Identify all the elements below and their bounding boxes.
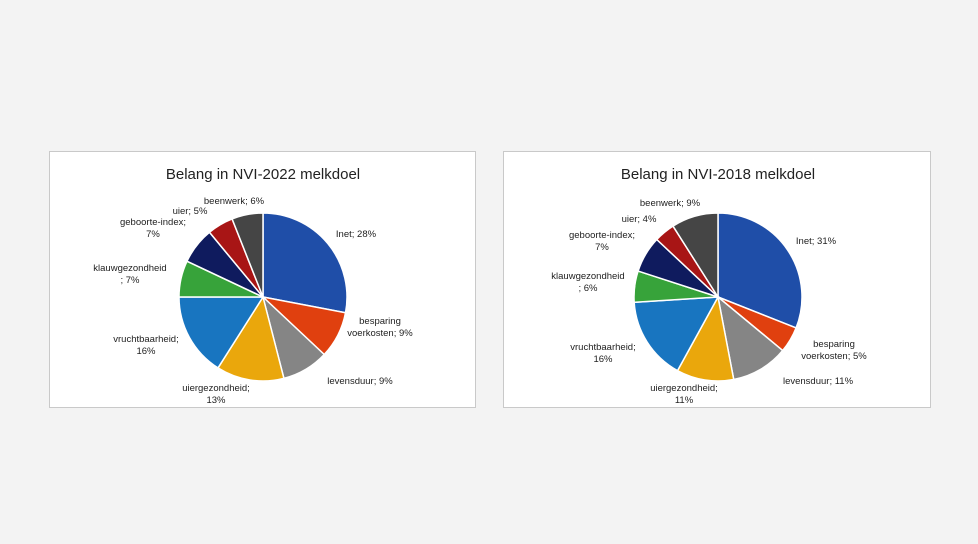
pie-label-klauwgezondheid: klauwgezondheid; 7%: [93, 263, 166, 286]
chart-title: Belang in NVI-2022 melkdoel: [166, 166, 360, 183]
pie-slice-vruchtbaarheid: [178, 296, 265, 369]
pie-slices: [178, 212, 348, 382]
pie-slice-uiergezondheid: [216, 295, 285, 382]
pie-chart-nvi-2022: Belang in NVI-2022 melkdoel Inet; 28% bes…: [93, 166, 413, 406]
pie-slice-inet: [717, 212, 803, 329]
pie-label-beenwerk: beenwerk; 6%: [204, 196, 265, 207]
pie-slice-inet: [262, 212, 348, 314]
pie-label-inet: Inet; 28%: [336, 229, 377, 240]
pie-label-vruchtbaarheid: vruchtbaarheid; 16%: [113, 334, 178, 357]
pie-label-besparing-voerkosten: besparing voerkosten; 9%: [347, 316, 413, 339]
pie-slices: [633, 212, 803, 382]
chart-panel-nvi-2018: Belang in NVI-2018 melkdoel Inet; 31% bes…: [503, 151, 931, 408]
pie-label-levensduur: levensduur; 11%: [783, 376, 854, 387]
pie-label-geboorte-index: geboorte-index; 7%: [569, 230, 635, 253]
pie-label-beenwerk: beenwerk; 9%: [640, 198, 701, 209]
pie-label-uier: uier; 4%: [622, 214, 657, 225]
pie-slice-beenwerk: [671, 212, 719, 300]
pie-label-geboorte-index: geboorte-index; 7%: [120, 217, 186, 240]
pie-label-inet: Inet; 31%: [796, 236, 837, 247]
pie-labels: Inet; 28% besparing voerkosten; 9% levensdu…: [93, 196, 413, 406]
pie-slice-beenwerk: [231, 212, 264, 298]
pie-label-uier: uier; 5%: [173, 206, 208, 217]
pie-label-besparing-voerkosten: besparing voerkosten; 5%: [801, 339, 867, 362]
pie-label-uiergezondheid: uiergezondheid; 13%: [182, 383, 250, 406]
pie-slice-vruchtbaarheid: [633, 296, 720, 372]
pie-label-klauwgezondheid: klauwgezondheid; 6%: [551, 271, 624, 294]
pie-label-uiergezondheid: uiergezondheid; 11%: [650, 383, 718, 406]
pie-label-levensduur: levensduur; 9%: [327, 376, 393, 387]
pie-chart-nvi-2018: Belang in NVI-2018 melkdoel Inet; 31% bes…: [551, 166, 867, 406]
chart-title: Belang in NVI-2018 melkdoel: [621, 166, 815, 183]
chart-panel-nvi-2022: Belang in NVI-2022 melkdoel Inet; 28% bes…: [49, 151, 476, 408]
pie-labels: Inet; 31% besparing voerkosten; 5% levensdu…: [551, 198, 867, 406]
pie-label-vruchtbaarheid: vruchtbaarheid; 16%: [570, 342, 635, 365]
